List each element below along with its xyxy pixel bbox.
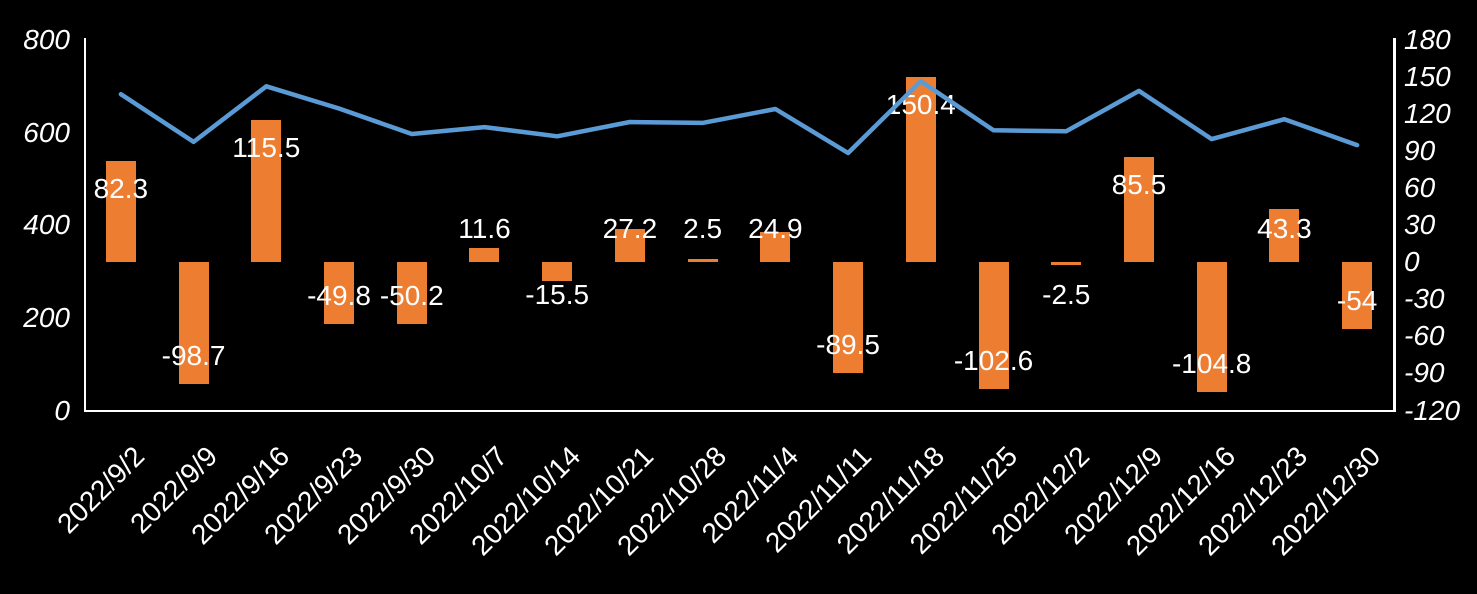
bar-data-label: -49.8 (307, 279, 371, 311)
right-axis-tick-label: 0 (1404, 246, 1420, 278)
bar (614, 228, 645, 263)
bar-data-label: -15.5 (525, 279, 590, 310)
bar-data-label: 82.3 (93, 172, 149, 204)
right-axis-line (1393, 38, 1396, 412)
bar (978, 262, 1009, 389)
bar-data-label: 11.6 (458, 213, 511, 244)
bar-data-label: -89.5 (816, 328, 880, 360)
left-axis-line (83, 38, 86, 412)
line-series-path (118, 78, 1360, 156)
bar (687, 259, 718, 263)
bar (396, 262, 427, 325)
right-axis-tick-label: 150 (1404, 61, 1451, 93)
bar (178, 262, 209, 385)
bar (1269, 208, 1300, 263)
bar-data-label: 43.3 (1257, 213, 1312, 244)
bar (1051, 262, 1082, 266)
bar-data-label: 85.5 (1111, 168, 1167, 200)
bar (251, 119, 282, 263)
bar-data-label: -54 (1336, 284, 1378, 316)
bar-data-label: -98.7 (161, 340, 226, 372)
bar (1123, 156, 1154, 263)
right-axis-tick-label: 120 (1404, 98, 1451, 130)
bar-data-label: -50.2 (379, 280, 444, 312)
bar-data-label: 24.9 (748, 213, 803, 244)
bar (833, 262, 864, 373)
bar-data-label: 115.5 (232, 131, 301, 163)
bar-data-label: -2.5 (1042, 279, 1091, 310)
left-axis-tick-label: 600 (23, 116, 70, 148)
bar-data-label: 2.5 (683, 213, 723, 244)
bar (905, 76, 936, 263)
right-axis-tick-label: 180 (1404, 24, 1451, 55)
bar (1342, 262, 1373, 329)
bar-data-label: -102.6 (953, 345, 1034, 376)
right-axis-tick-label: 30 (1404, 209, 1436, 241)
right-axis-tick-label: -30 (1404, 283, 1445, 315)
bar (1196, 262, 1227, 392)
bar (324, 262, 355, 324)
bar-data-label: 27.2 (602, 213, 658, 244)
right-axis-tick-label: 60 (1404, 172, 1436, 204)
x-axis-line (83, 409, 1396, 412)
right-axis-tick-label: 90 (1404, 135, 1436, 167)
bar (469, 247, 500, 263)
right-axis-tick-label: -90 (1404, 357, 1445, 389)
left-axis-tick-label: 400 (23, 209, 70, 241)
left-axis-tick-label: 800 (23, 24, 70, 55)
right-axis-tick-label: -120 (1404, 394, 1461, 426)
bar-data-label: -104.8 (1171, 347, 1252, 379)
bar (760, 231, 791, 263)
left-axis-tick-label: 200 (23, 301, 70, 333)
right-axis-tick-label: -60 (1404, 320, 1445, 352)
left-axis-tick-label: 0 (54, 394, 70, 426)
bar (105, 160, 136, 263)
bar (542, 262, 573, 282)
